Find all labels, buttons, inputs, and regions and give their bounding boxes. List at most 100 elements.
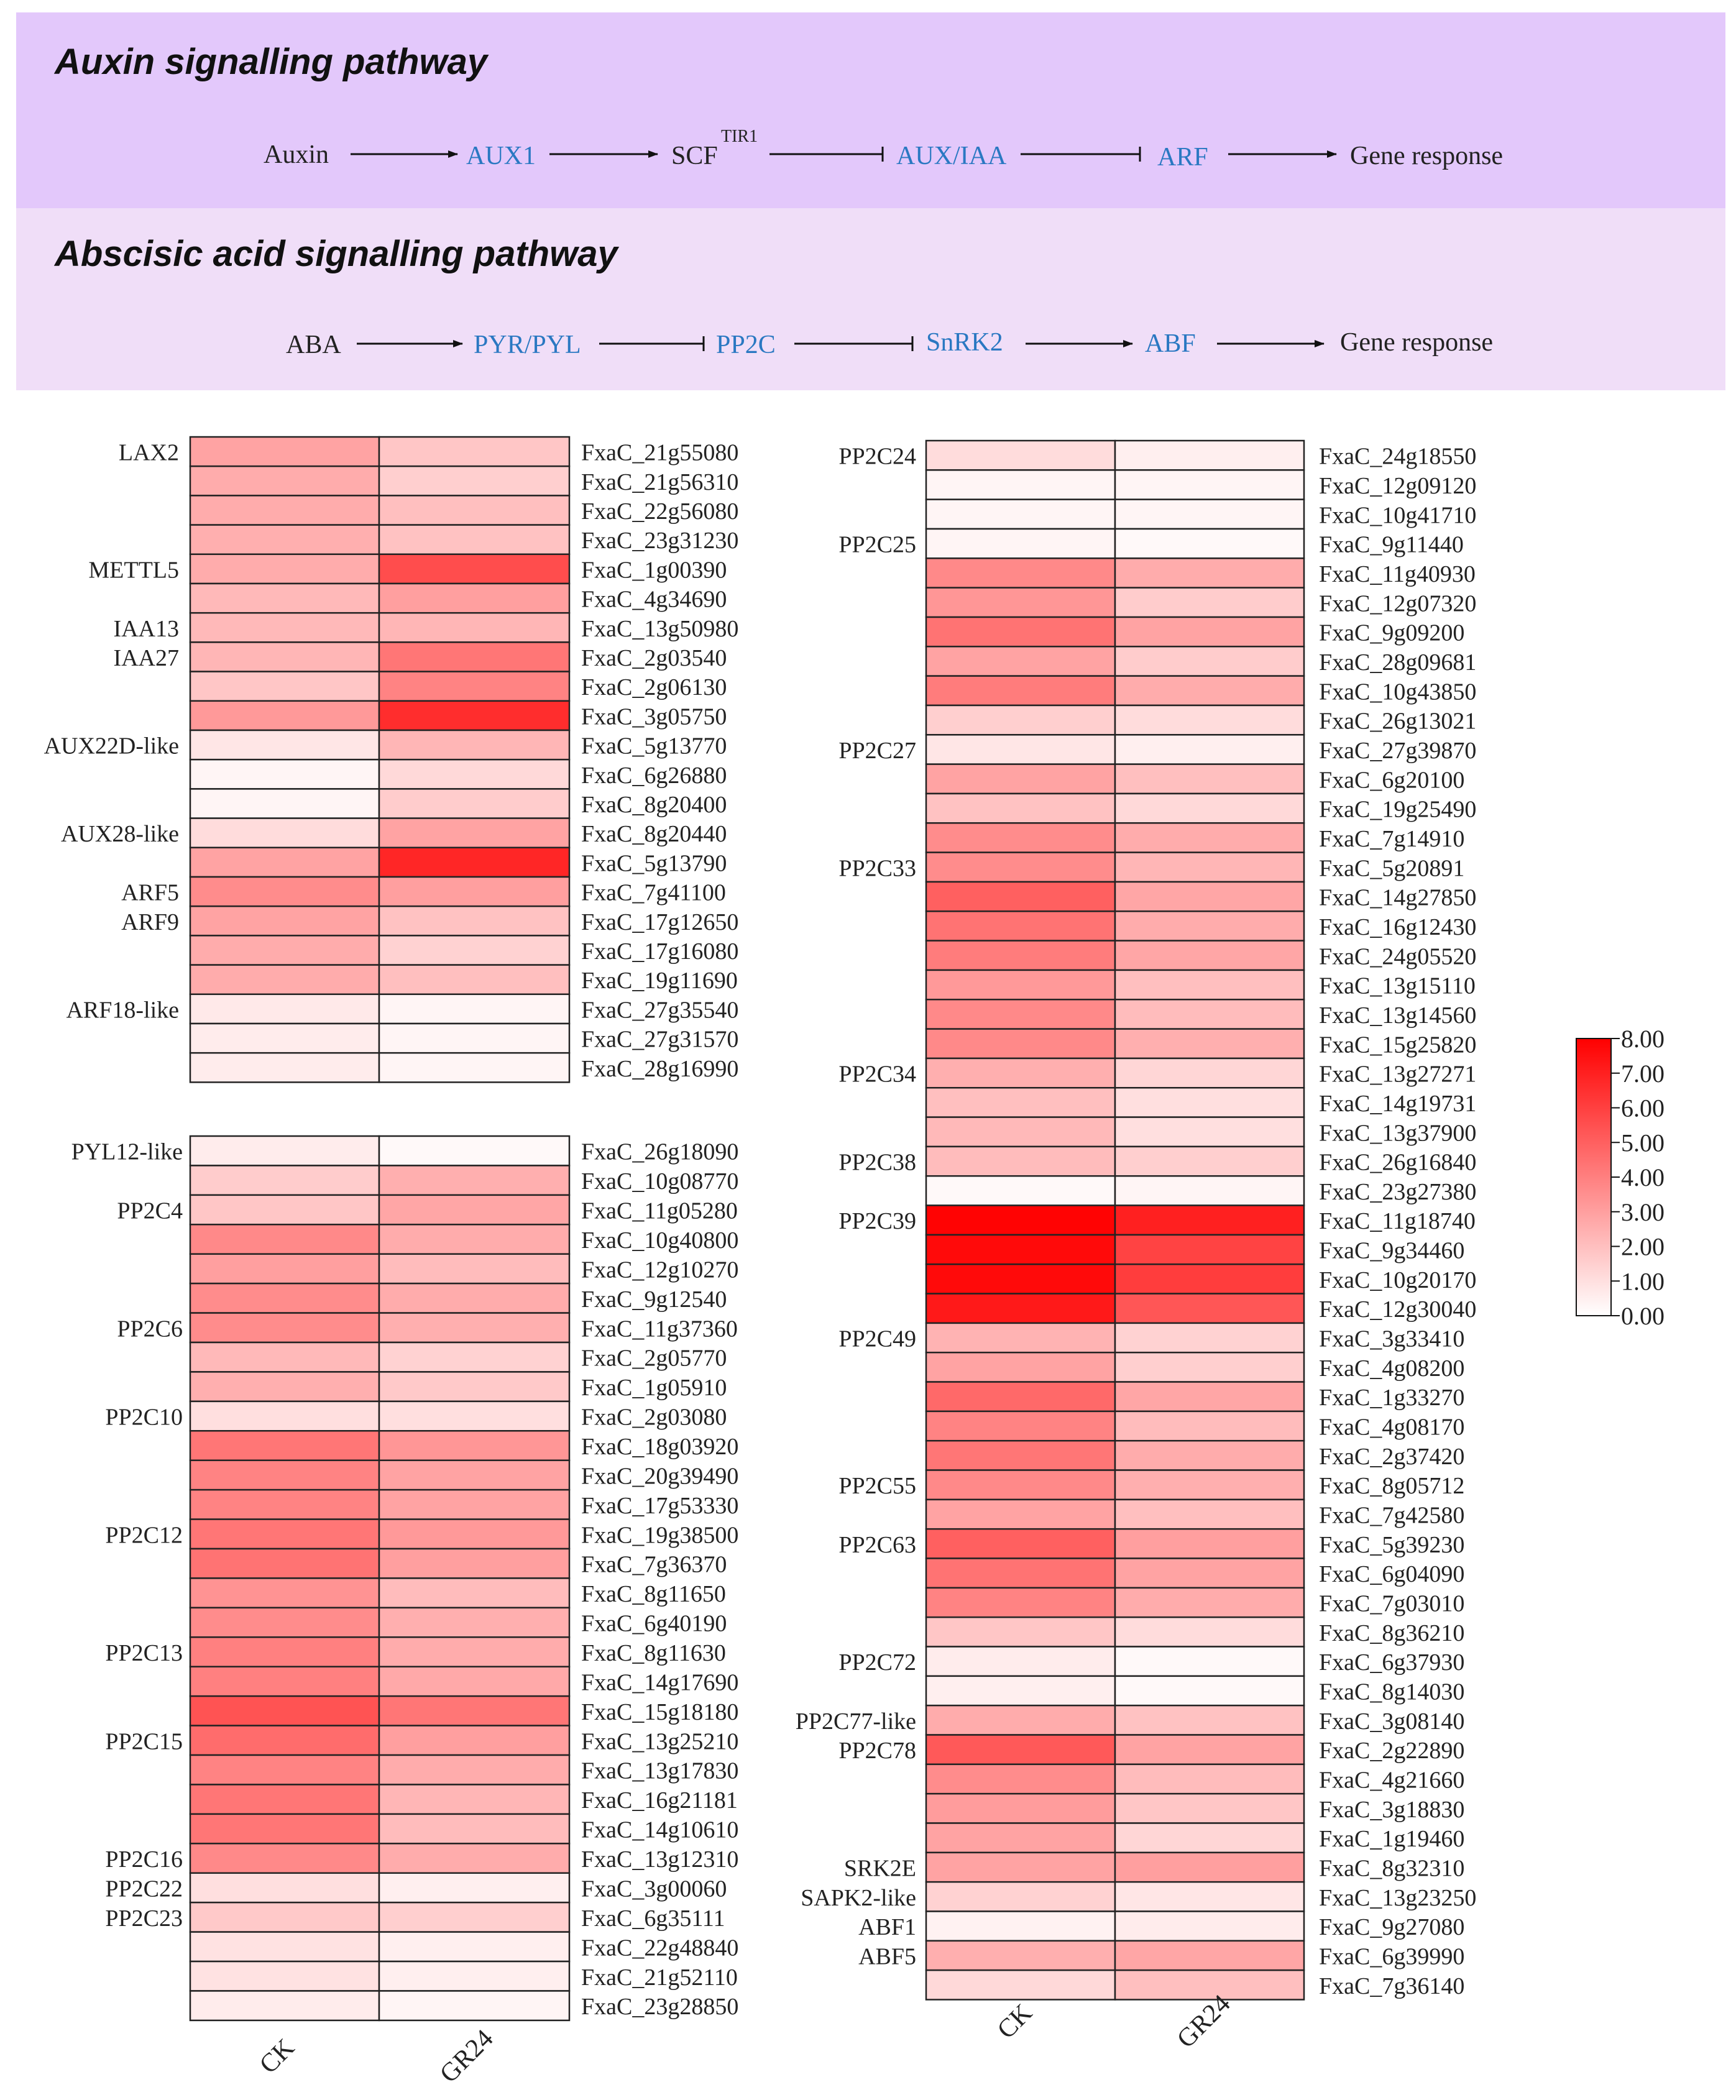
heatmap-cell-ck — [189, 1843, 380, 1874]
gene-name-label: PP2C22 — [105, 1876, 183, 1902]
heatmap-cell-gr24 — [378, 1400, 571, 1432]
heatmap-cell-gr24 — [1114, 940, 1305, 971]
heatmap-cell-ck — [189, 1695, 380, 1726]
heatmap-cell-gr24 — [378, 935, 571, 966]
gene-id-label: FxaC_16g21181 — [581, 1787, 738, 1813]
heatmap-cell-ck — [189, 1636, 380, 1667]
heatmap-cell-gr24 — [378, 641, 571, 672]
heatmap-cell-ck — [189, 1282, 380, 1314]
gene-id-label: FxaC_24g05520 — [1319, 943, 1476, 970]
heatmap-cell-ck — [189, 817, 380, 849]
heatmap-cell-gr24 — [378, 1224, 571, 1255]
heatmap-cell-ck — [189, 1547, 380, 1579]
heatmap-cell-ck — [925, 498, 1116, 530]
heatmap-cell-ck — [189, 1666, 380, 1697]
gene-id-label: FxaC_17g16080 — [581, 938, 738, 965]
heatmap-cell-ck — [189, 1872, 380, 1904]
heatmap-cell-gr24 — [1114, 1469, 1305, 1501]
gene-id-label: FxaC_5g13770 — [581, 733, 727, 759]
gene-name-label: PP2C13 — [105, 1640, 183, 1666]
heatmap-cell-ck — [925, 851, 1116, 883]
aba-node-snrk2: SnRK2 — [926, 328, 1003, 357]
heatmap-cell-gr24 — [1114, 587, 1305, 618]
gene-name-label: PP2C39 — [838, 1208, 916, 1234]
heatmap-cell-ck — [925, 704, 1116, 736]
heatmap-cell-gr24 — [1114, 1234, 1305, 1265]
heatmap-cell-ck — [189, 1901, 380, 1933]
heatmap-cell-ck — [925, 1293, 1116, 1324]
gene-id-label: FxaC_27g31570 — [581, 1027, 738, 1053]
heatmap-cell-gr24 — [378, 905, 571, 937]
heatmap-cell-gr24 — [1114, 1439, 1305, 1471]
heatmap-cell-gr24 — [1114, 1322, 1305, 1354]
gene-id-label: FxaC_13g17830 — [581, 1758, 738, 1784]
heatmap-cell-ck — [925, 1704, 1116, 1736]
heatmap-cell-ck — [925, 1116, 1116, 1148]
gene-id-label: FxaC_26g18090 — [581, 1139, 738, 1165]
heatmap-cell-ck — [925, 675, 1116, 707]
aba-node-aba: ABA — [286, 331, 341, 359]
heatmap-cell-gr24 — [1114, 1204, 1305, 1236]
aba-node-abf: ABF — [1145, 329, 1196, 358]
heatmap-cell-gr24 — [1114, 1175, 1305, 1206]
colorbar-tick-label: 8.00 — [1621, 1025, 1665, 1053]
gene-name-label: PP2C16 — [105, 1846, 183, 1873]
heatmap-cell-ck — [189, 788, 380, 819]
gene-id-label: FxaC_2g06130 — [581, 674, 727, 700]
gene-id-label: FxaC_12g10270 — [581, 1257, 738, 1283]
gene-name-label: PP2C72 — [838, 1649, 916, 1676]
heatmap-cell-ck — [189, 1430, 380, 1461]
heatmap-cell-gr24 — [1114, 1557, 1305, 1589]
heatmap-cell-gr24 — [378, 1607, 571, 1638]
heatmap-cell-gr24 — [1114, 1528, 1305, 1559]
gene-name-label: PYL12-like — [71, 1139, 183, 1165]
heatmap-cell-gr24 — [378, 1194, 571, 1226]
heatmap-cell-gr24 — [378, 1813, 571, 1845]
heatmap-cell-ck — [189, 935, 380, 966]
gene-id-label: FxaC_20g39490 — [581, 1463, 738, 1489]
gene-id-label: FxaC_9g09200 — [1319, 620, 1464, 646]
heatmap-cell-gr24 — [1114, 469, 1305, 500]
gene-id-label: FxaC_3g05750 — [581, 704, 727, 730]
gene-name-label: ABF1 — [858, 1914, 916, 1940]
heatmap-cell-gr24 — [1114, 1498, 1305, 1530]
gene-id-label: FxaC_11g37360 — [581, 1316, 738, 1342]
gene-id-label: FxaC_5g39230 — [1319, 1532, 1464, 1558]
heatmap-cell-gr24 — [1114, 1969, 1305, 2001]
heatmap-cell-gr24 — [378, 876, 571, 907]
gene-id-label: FxaC_8g05712 — [1319, 1473, 1464, 1499]
heatmap-cell-ck — [189, 993, 380, 1025]
aba-node-gene-response: Gene response — [1340, 328, 1494, 357]
heatmap-cell-gr24 — [1114, 1940, 1305, 1971]
gene-id-label: FxaC_13g12310 — [581, 1846, 738, 1873]
heatmap-cell-gr24 — [378, 1931, 571, 1963]
heatmap-cell-ck — [189, 1022, 380, 1054]
gene-name-label: PP2C63 — [838, 1532, 916, 1558]
gene-id-label: FxaC_4g34690 — [581, 587, 727, 613]
gene-id-label: FxaC_24g18550 — [1319, 444, 1476, 470]
heatmap-cell-ck — [925, 469, 1116, 500]
gene-id-label: FxaC_8g14030 — [1319, 1679, 1464, 1705]
gene-id-label: FxaC_6g26880 — [581, 763, 727, 789]
gene-id-label: FxaC_6g40190 — [581, 1611, 727, 1637]
heatmap-cell-gr24 — [1114, 498, 1305, 530]
gene-id-label: FxaC_27g35540 — [581, 997, 738, 1023]
gene-id-label: FxaC_2g22890 — [1319, 1738, 1464, 1764]
heatmap-cell-ck — [925, 1881, 1116, 1912]
heatmap-cell-ck — [189, 1135, 380, 1167]
gene-id-label: FxaC_11g05280 — [581, 1198, 738, 1224]
heatmap-cell-gr24 — [378, 700, 571, 731]
gene-id-label: FxaC_8g32310 — [1319, 1856, 1464, 1882]
heatmap-cell-ck — [925, 881, 1116, 912]
aba-node-pyr-pyl: PYR/PYL — [474, 331, 581, 359]
gene-id-label: FxaC_3g08140 — [1319, 1708, 1464, 1735]
heatmap-cell-ck — [925, 439, 1116, 471]
auxin-inhibit-2 — [1021, 147, 1141, 162]
heatmap-cell-gr24 — [378, 729, 571, 761]
auxin-node-aux-iaa: AUX/IAA — [896, 142, 1007, 170]
heatmap-cell-ck — [925, 1616, 1116, 1648]
heatmap-cell-gr24 — [378, 612, 571, 643]
auxin-node-arf: ARF — [1157, 143, 1208, 172]
gene-name-label: METTL5 — [88, 557, 179, 583]
